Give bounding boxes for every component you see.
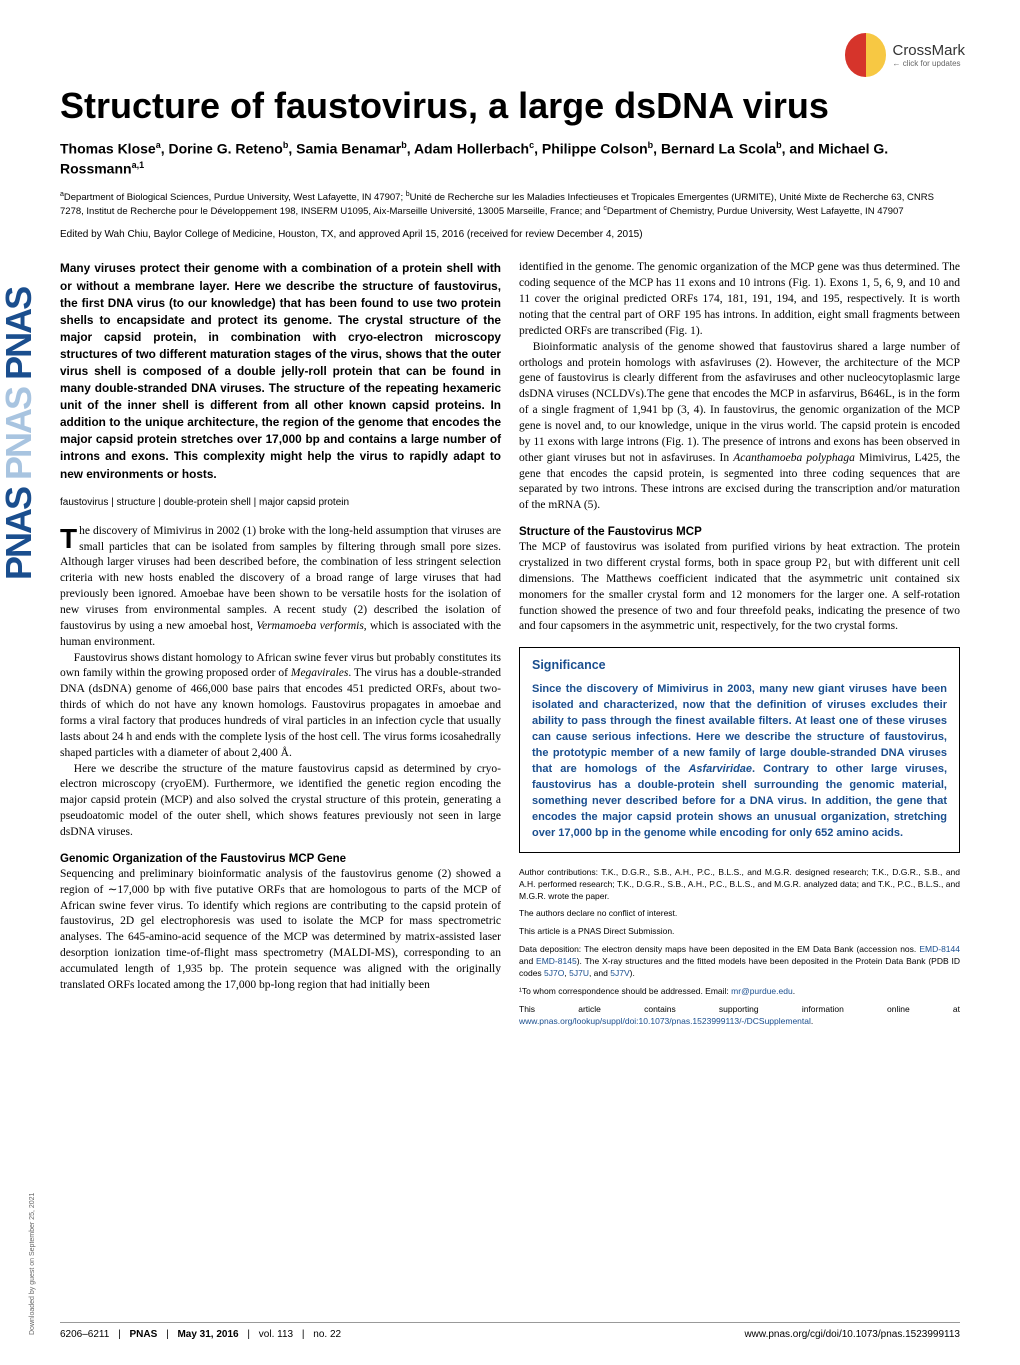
download-note: Downloaded by guest on September 25, 202… xyxy=(29,1193,36,1335)
body-text-left-2: Sequencing and preliminary bioinformatic… xyxy=(60,867,501,994)
supplemental: This article contains supporting informa… xyxy=(519,1004,960,1028)
paragraph: The MCP of faustovirus was isolated from… xyxy=(519,540,960,635)
paragraph: Here we describe the structure of the ma… xyxy=(60,762,501,841)
body-text-right-2: The MCP of faustovirus was isolated from… xyxy=(519,540,960,635)
paragraph: identified in the genome. The genomic or… xyxy=(519,260,960,339)
crossmark-sub: ← click for updates xyxy=(892,59,965,68)
affiliations: aDepartment of Biological Sciences, Purd… xyxy=(60,190,960,220)
pdb-link[interactable]: 5J7O xyxy=(544,968,564,978)
paragraph: Faustovirus shows distant homology to Af… xyxy=(60,651,501,762)
pnas-logo: PNAS PNAS PNAS xyxy=(0,288,40,580)
footnotes: Author contributions: T.K., D.G.R., S.B.… xyxy=(519,867,960,1028)
correspondence: ¹To whom correspondence should be addres… xyxy=(519,986,960,998)
pnas-sidebar: PNAS PNAS PNAS xyxy=(0,0,35,1365)
email-link[interactable]: mr@purdue.edu xyxy=(731,986,793,996)
page-footer: 6206–6211 | PNAS | May 31, 2016 | vol. 1… xyxy=(60,1322,960,1340)
footer-doi: www.pnas.org/cgi/doi/10.1073/pnas.152399… xyxy=(744,1329,960,1340)
section-heading: Structure of the Faustovirus MCP xyxy=(519,526,960,538)
body-text-right: identified in the genome. The genomic or… xyxy=(519,260,960,514)
author-contributions: Author contributions: T.K., D.G.R., S.B.… xyxy=(519,867,960,903)
authors: Thomas Klosea, Dorine G. Retenob, Samia … xyxy=(60,139,960,180)
section-heading: Genomic Organization of the Faustovirus … xyxy=(60,853,501,865)
paragraph: Bioinformatic analysis of the genome sho… xyxy=(519,340,960,514)
direct-submission: This article is a PNAS Direct Submission… xyxy=(519,926,960,938)
data-deposition: Data deposition: The electron density ma… xyxy=(519,944,960,980)
paper-title: Structure of faustovirus, a large dsDNA … xyxy=(60,85,960,127)
pdb-link[interactable]: 5J7U xyxy=(569,968,589,978)
emd-link[interactable]: EMD-8144 xyxy=(919,944,960,954)
significance-body: Since the discovery of Mimivirus in 2003… xyxy=(532,682,947,841)
left-column: Many viruses protect their genome with a… xyxy=(60,260,501,1033)
body-text-left: The discovery of Mimivirus in 2002 (1) b… xyxy=(60,524,501,841)
conflict-statement: The authors declare no conflict of inter… xyxy=(519,908,960,920)
crossmark-badge[interactable]: CrossMark ← click for updates xyxy=(845,30,965,80)
crossmark-label: CrossMark xyxy=(892,42,965,59)
two-column-layout: Many viruses protect their genome with a… xyxy=(60,260,960,1033)
right-column: identified in the genome. The genomic or… xyxy=(519,260,960,1033)
crossmark-icon xyxy=(845,33,886,77)
supplemental-link[interactable]: www.pnas.org/lookup/suppl/doi:10.1073/pn… xyxy=(519,1016,811,1026)
page-content: Structure of faustovirus, a large dsDNA … xyxy=(60,85,960,1034)
dropcap: T xyxy=(60,524,79,551)
significance-title: Significance xyxy=(532,658,947,672)
keywords: faustovirus | structure | double-protein… xyxy=(60,497,501,508)
emd-link[interactable]: EMD-8145 xyxy=(536,956,577,966)
pdb-link[interactable]: 5J7V xyxy=(610,968,629,978)
edited-by: Edited by Wah Chiu, Baylor College of Me… xyxy=(60,229,960,248)
intro-paragraph: The discovery of Mimivirus in 2002 (1) b… xyxy=(60,524,501,651)
significance-box: Significance Since the discovery of Mimi… xyxy=(519,647,960,852)
abstract: Many viruses protect their genome with a… xyxy=(60,260,501,482)
paragraph: Sequencing and preliminary bioinformatic… xyxy=(60,867,501,994)
footer-left: 6206–6211 | PNAS | May 31, 2016 | vol. 1… xyxy=(60,1329,341,1340)
